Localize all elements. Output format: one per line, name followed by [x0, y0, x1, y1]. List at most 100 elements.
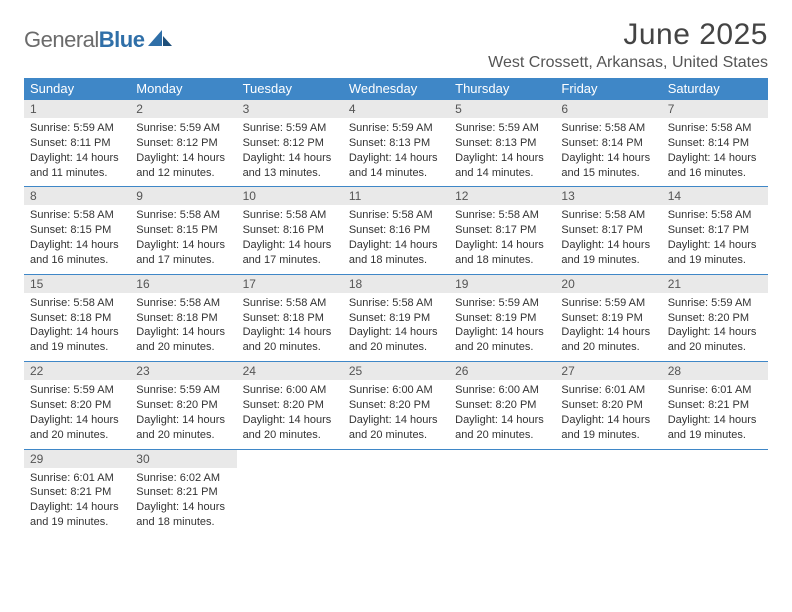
calendar-empty-cell	[555, 449, 661, 536]
sunrise-line: Sunrise: 5:59 AM	[455, 296, 549, 311]
sunrise-label: Sunrise:	[668, 122, 708, 134]
sunset-line: Sunset: 8:21 PM	[30, 485, 124, 500]
calendar-day-cell: 16Sunrise: 5:58 AMSunset: 8:18 PMDayligh…	[130, 274, 236, 361]
sunset-value: 8:20 PM	[708, 312, 749, 324]
sunset-value: 8:20 PM	[177, 399, 218, 411]
calendar-day-cell: 19Sunrise: 5:59 AMSunset: 8:19 PMDayligh…	[449, 274, 555, 361]
sunset-value: 8:21 PM	[70, 486, 111, 498]
daylight-line: Daylight: 14 hours and 19 minutes.	[668, 413, 762, 443]
sunrise-label: Sunrise:	[349, 122, 389, 134]
sunrise-line: Sunrise: 5:59 AM	[136, 121, 230, 136]
calendar-day-cell: 5Sunrise: 5:59 AMSunset: 8:13 PMDaylight…	[449, 100, 555, 187]
sunset-line: Sunset: 8:20 PM	[668, 311, 762, 326]
brand-gray: General	[24, 27, 99, 52]
sunrise-line: Sunrise: 5:58 AM	[561, 121, 655, 136]
sunrise-label: Sunrise:	[136, 384, 176, 396]
sunrise-line: Sunrise: 6:02 AM	[136, 471, 230, 486]
sunrise-value: 5:58 AM	[605, 122, 645, 134]
date-number: 16	[130, 275, 236, 293]
calendar-empty-cell	[449, 449, 555, 536]
date-number: 26	[449, 362, 555, 380]
daylight-label: Daylight:	[455, 326, 498, 338]
sunrise-line: Sunrise: 5:59 AM	[561, 296, 655, 311]
title-block: June 2025 West Crossett, Arkansas, Unite…	[488, 18, 768, 72]
sunset-line: Sunset: 8:20 PM	[30, 398, 124, 413]
calendar-day-cell: 26Sunrise: 6:00 AMSunset: 8:20 PMDayligh…	[449, 362, 555, 449]
brand-sail-icon	[148, 28, 172, 53]
date-number: 20	[555, 275, 661, 293]
sunset-line: Sunset: 8:16 PM	[243, 223, 337, 238]
sunset-label: Sunset:	[561, 137, 598, 149]
sunset-value: 8:19 PM	[602, 312, 643, 324]
sunrise-line: Sunrise: 5:58 AM	[455, 208, 549, 223]
sunrise-label: Sunrise:	[136, 209, 176, 221]
date-number: 13	[555, 187, 661, 205]
calendar-day-cell: 20Sunrise: 5:59 AMSunset: 8:19 PMDayligh…	[555, 274, 661, 361]
sunset-value: 8:21 PM	[708, 399, 749, 411]
sunset-value: 8:19 PM	[389, 312, 430, 324]
brand-blue: Blue	[99, 27, 145, 52]
date-number: 23	[130, 362, 236, 380]
daylight-line: Daylight: 14 hours and 18 minutes.	[455, 238, 549, 268]
weekday-header: Wednesday	[343, 78, 449, 100]
sunrise-line: Sunrise: 5:59 AM	[455, 121, 549, 136]
sunset-value: 8:14 PM	[708, 137, 749, 149]
calendar-day-cell: 24Sunrise: 6:00 AMSunset: 8:20 PMDayligh…	[237, 362, 343, 449]
daylight-label: Daylight:	[243, 326, 286, 338]
daylight-label: Daylight:	[668, 326, 711, 338]
calendar-day-cell: 25Sunrise: 6:00 AMSunset: 8:20 PMDayligh…	[343, 362, 449, 449]
sunset-label: Sunset:	[455, 137, 492, 149]
daylight-label: Daylight:	[243, 414, 286, 426]
sunrise-value: 5:59 AM	[73, 122, 113, 134]
sunset-label: Sunset:	[136, 224, 173, 236]
sunrise-label: Sunrise:	[349, 209, 389, 221]
calendar-day-cell: 1Sunrise: 5:59 AMSunset: 8:11 PMDaylight…	[24, 100, 130, 187]
daylight-label: Daylight:	[136, 239, 179, 251]
calendar-day-cell: 14Sunrise: 5:58 AMSunset: 8:17 PMDayligh…	[662, 187, 768, 274]
sunset-label: Sunset:	[561, 312, 598, 324]
sunset-line: Sunset: 8:20 PM	[561, 398, 655, 413]
sunrise-label: Sunrise:	[136, 122, 176, 134]
sunrise-label: Sunrise:	[349, 297, 389, 309]
sunrise-line: Sunrise: 5:59 AM	[30, 121, 124, 136]
sunrise-value: 5:58 AM	[711, 122, 751, 134]
daylight-label: Daylight:	[561, 414, 604, 426]
sunset-label: Sunset:	[243, 312, 280, 324]
sunset-value: 8:16 PM	[389, 224, 430, 236]
date-number: 4	[343, 100, 449, 118]
daylight-line: Daylight: 14 hours and 11 minutes.	[30, 151, 124, 181]
calendar-empty-cell	[237, 449, 343, 536]
daylight-line: Daylight: 14 hours and 18 minutes.	[349, 238, 443, 268]
sunset-label: Sunset:	[136, 137, 173, 149]
sunset-line: Sunset: 8:19 PM	[349, 311, 443, 326]
sunrise-value: 6:00 AM	[499, 384, 539, 396]
date-number: 18	[343, 275, 449, 293]
sunset-line: Sunset: 8:18 PM	[136, 311, 230, 326]
daylight-label: Daylight:	[668, 239, 711, 251]
daylight-line: Daylight: 14 hours and 20 minutes.	[455, 413, 549, 443]
sunset-line: Sunset: 8:17 PM	[455, 223, 549, 238]
sunrise-line: Sunrise: 6:01 AM	[668, 383, 762, 398]
sunset-label: Sunset:	[561, 224, 598, 236]
sunset-line: Sunset: 8:20 PM	[455, 398, 549, 413]
sunset-label: Sunset:	[136, 486, 173, 498]
calendar-day-cell: 22Sunrise: 5:59 AMSunset: 8:20 PMDayligh…	[24, 362, 130, 449]
sunset-value: 8:12 PM	[283, 137, 324, 149]
daylight-line: Daylight: 14 hours and 18 minutes.	[136, 500, 230, 530]
sunset-line: Sunset: 8:17 PM	[561, 223, 655, 238]
sunrise-value: 5:59 AM	[499, 122, 539, 134]
calendar-day-cell: 18Sunrise: 5:58 AMSunset: 8:19 PMDayligh…	[343, 274, 449, 361]
sunrise-value: 5:59 AM	[286, 122, 326, 134]
sunset-value: 8:17 PM	[708, 224, 749, 236]
sunset-line: Sunset: 8:14 PM	[561, 136, 655, 151]
sunset-line: Sunset: 8:18 PM	[30, 311, 124, 326]
calendar-day-cell: 30Sunrise: 6:02 AMSunset: 8:21 PMDayligh…	[130, 449, 236, 536]
sunset-line: Sunset: 8:14 PM	[668, 136, 762, 151]
sunset-label: Sunset:	[668, 399, 705, 411]
weekday-header: Tuesday	[237, 78, 343, 100]
calendar-day-cell: 6Sunrise: 5:58 AMSunset: 8:14 PMDaylight…	[555, 100, 661, 187]
sunrise-label: Sunrise:	[561, 122, 601, 134]
sunset-value: 8:20 PM	[602, 399, 643, 411]
calendar-day-cell: 13Sunrise: 5:58 AMSunset: 8:17 PMDayligh…	[555, 187, 661, 274]
sunrise-line: Sunrise: 5:59 AM	[349, 121, 443, 136]
